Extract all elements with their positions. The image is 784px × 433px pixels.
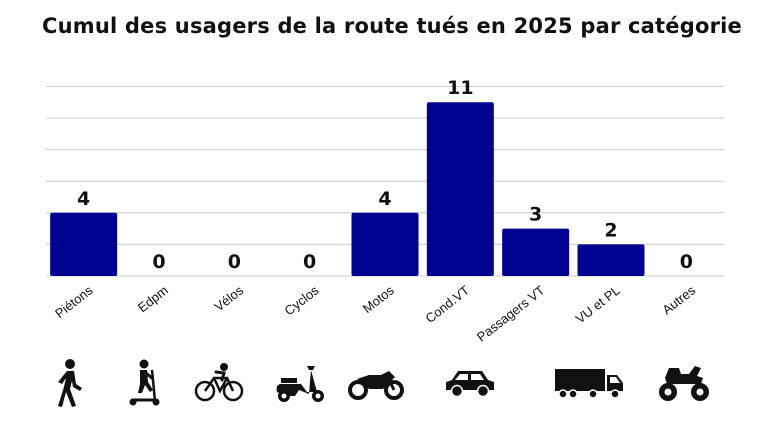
motorcycle-icon [346, 356, 406, 410]
scooter-icon [124, 356, 168, 410]
pedestrian-icon [50, 356, 90, 410]
data-label: 0 [303, 251, 316, 273]
x-tick-label: Motos [360, 282, 398, 316]
moped-icon [272, 356, 330, 410]
data-label: 4 [378, 188, 391, 210]
x-tick-label: Vélos [211, 282, 246, 314]
data-label: 0 [152, 251, 165, 273]
data-label: 0 [228, 251, 241, 273]
data-label: 2 [604, 219, 617, 241]
bar [351, 212, 419, 276]
car-icon [440, 356, 500, 410]
bar [577, 244, 645, 276]
x-tick-label: Piétons [52, 282, 96, 321]
x-tick-label: Passagers VT [474, 283, 548, 345]
quad-icon [654, 356, 714, 410]
data-label: 3 [529, 204, 542, 226]
bicycle-icon [192, 356, 246, 410]
x-tick-label: Cond.VT [423, 283, 473, 326]
bar [50, 212, 118, 276]
bar [502, 228, 570, 276]
x-tick-label: Cyclos [282, 282, 322, 318]
data-label: 11 [447, 77, 473, 99]
truck-icon [552, 356, 628, 410]
data-label: 4 [77, 188, 90, 210]
x-tick-label: VU et PL [573, 283, 623, 327]
bar [426, 102, 494, 276]
chart-title: Cumul des usagers de la route tués en 20… [42, 14, 742, 38]
x-tick-label: Edpm [135, 283, 171, 316]
data-label: 0 [680, 251, 693, 273]
x-tick-label: Autres [659, 282, 698, 317]
